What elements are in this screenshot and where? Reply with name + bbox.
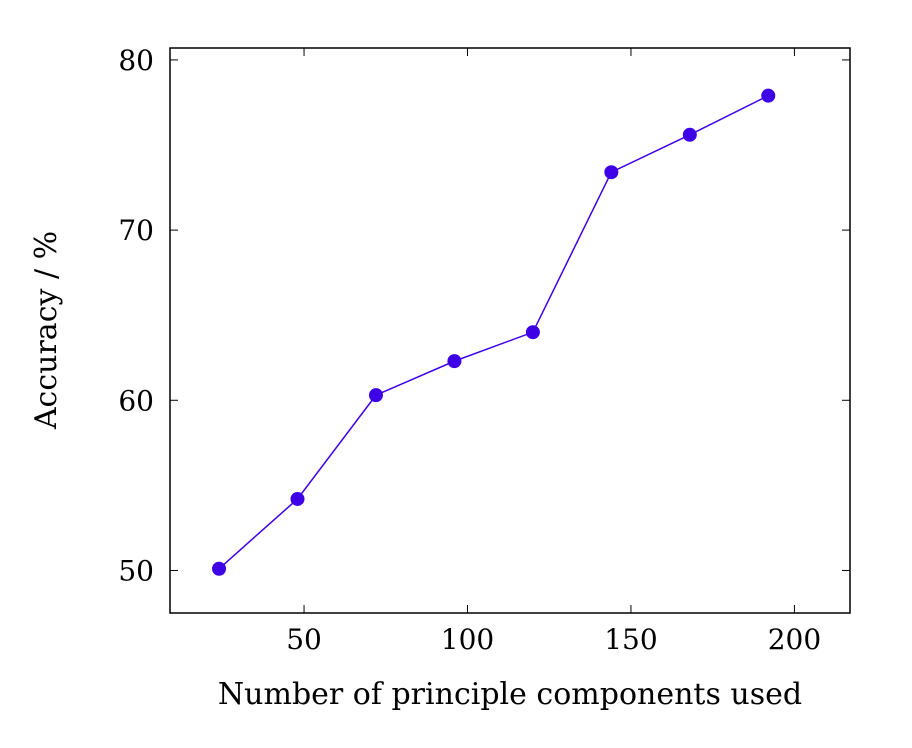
data-point — [604, 165, 619, 180]
series-line — [218, 94, 769, 570]
x-tick-label: 200 — [768, 623, 821, 656]
x-tick-label: 150 — [604, 623, 657, 656]
x-axis-label: Number of principle components used — [218, 677, 802, 712]
x-tick-label: 100 — [441, 623, 494, 656]
data-point — [525, 325, 540, 340]
y-tick-label: 60 — [118, 384, 154, 417]
data-point — [682, 127, 697, 142]
data-point — [447, 354, 462, 369]
series-points — [212, 88, 776, 576]
y-tick-label: 80 — [118, 44, 154, 77]
y-tick-label: 70 — [118, 214, 154, 247]
data-point — [212, 561, 227, 576]
y-tick-label: 50 — [118, 554, 154, 587]
y-axis-label: Accuracy / % — [29, 231, 64, 430]
data-point — [368, 388, 383, 403]
plot-frame — [169, 47, 851, 614]
data-point — [761, 88, 776, 103]
y-axis-ticks: 50 60 70 80 — [118, 44, 850, 587]
x-axis-ticks: 50 100 150 200 — [286, 48, 821, 656]
x-tick-label: 50 — [286, 623, 322, 656]
data-point — [290, 491, 305, 506]
